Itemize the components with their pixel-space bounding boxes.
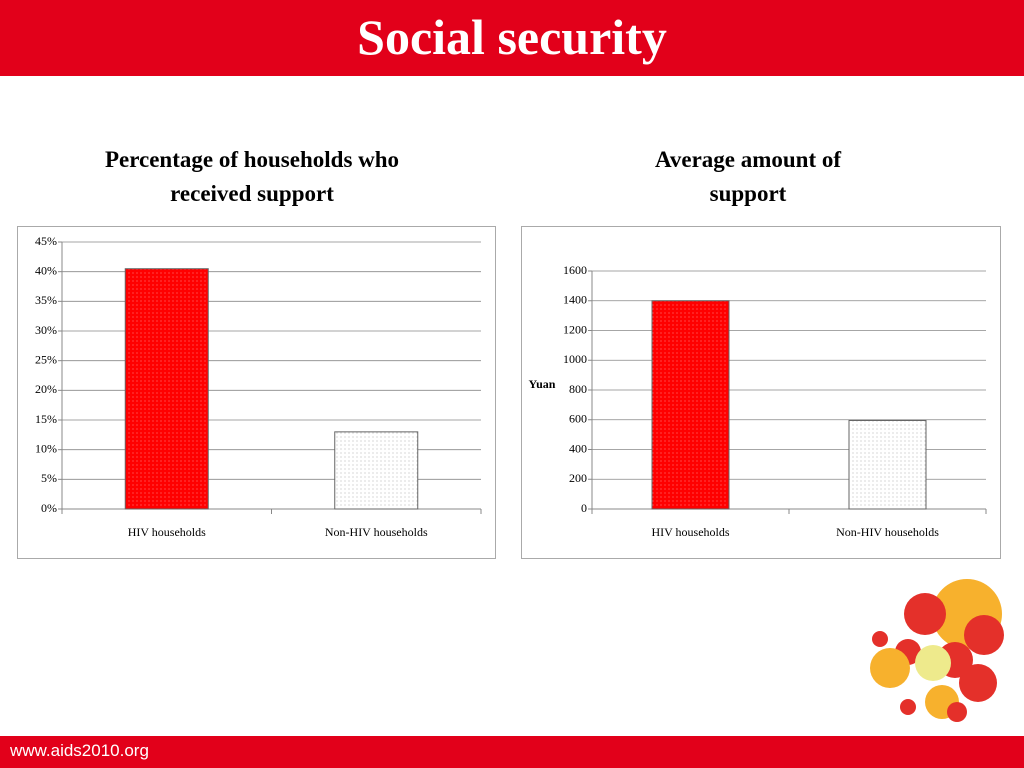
y-axis-label: Yuan <box>529 377 556 391</box>
decoration <box>870 579 1004 722</box>
y-tick-label: 400 <box>569 441 587 455</box>
bar <box>651 300 730 510</box>
y-tick-label: 0% <box>41 501 57 515</box>
y-tick-label: 600 <box>569 412 587 426</box>
footer-bar <box>0 736 1024 768</box>
y-tick-label: 1200 <box>563 322 587 336</box>
y-tick-label: 200 <box>569 471 587 485</box>
bar <box>848 419 927 510</box>
header-bar <box>0 0 1024 76</box>
y-tick-label: 0 <box>581 501 587 515</box>
y-tick-label: 15% <box>35 412 57 426</box>
bar <box>334 431 419 510</box>
y-tick-label: 1000 <box>563 352 587 366</box>
y-tick-label: 800 <box>569 382 587 396</box>
x-tick-label: HIV households <box>128 525 206 539</box>
footer-url: www.aids2010.org <box>10 741 149 760</box>
y-tick-label: 45% <box>35 234 57 248</box>
y-tick-label: 20% <box>35 382 57 396</box>
y-tick-label: 35% <box>35 293 57 307</box>
y-tick-label: 25% <box>35 352 57 366</box>
y-tick-label: 5% <box>41 471 57 485</box>
chart-title: Average amount of support <box>654 147 842 206</box>
x-tick-label: Non-HIV households <box>325 525 428 539</box>
y-tick-label: 1400 <box>563 293 587 307</box>
chart-title: Percentage of households who received su… <box>104 147 400 206</box>
y-tick-label: 40% <box>35 263 57 277</box>
x-tick-label: Non-HIV households <box>836 525 939 539</box>
x-tick-label: HIV households <box>651 525 729 539</box>
y-tick-label: 30% <box>35 323 57 337</box>
y-tick-label: 10% <box>35 441 57 455</box>
slide-title: Social security <box>357 9 667 65</box>
bar <box>124 268 209 510</box>
y-tick-label: 1600 <box>563 263 587 277</box>
